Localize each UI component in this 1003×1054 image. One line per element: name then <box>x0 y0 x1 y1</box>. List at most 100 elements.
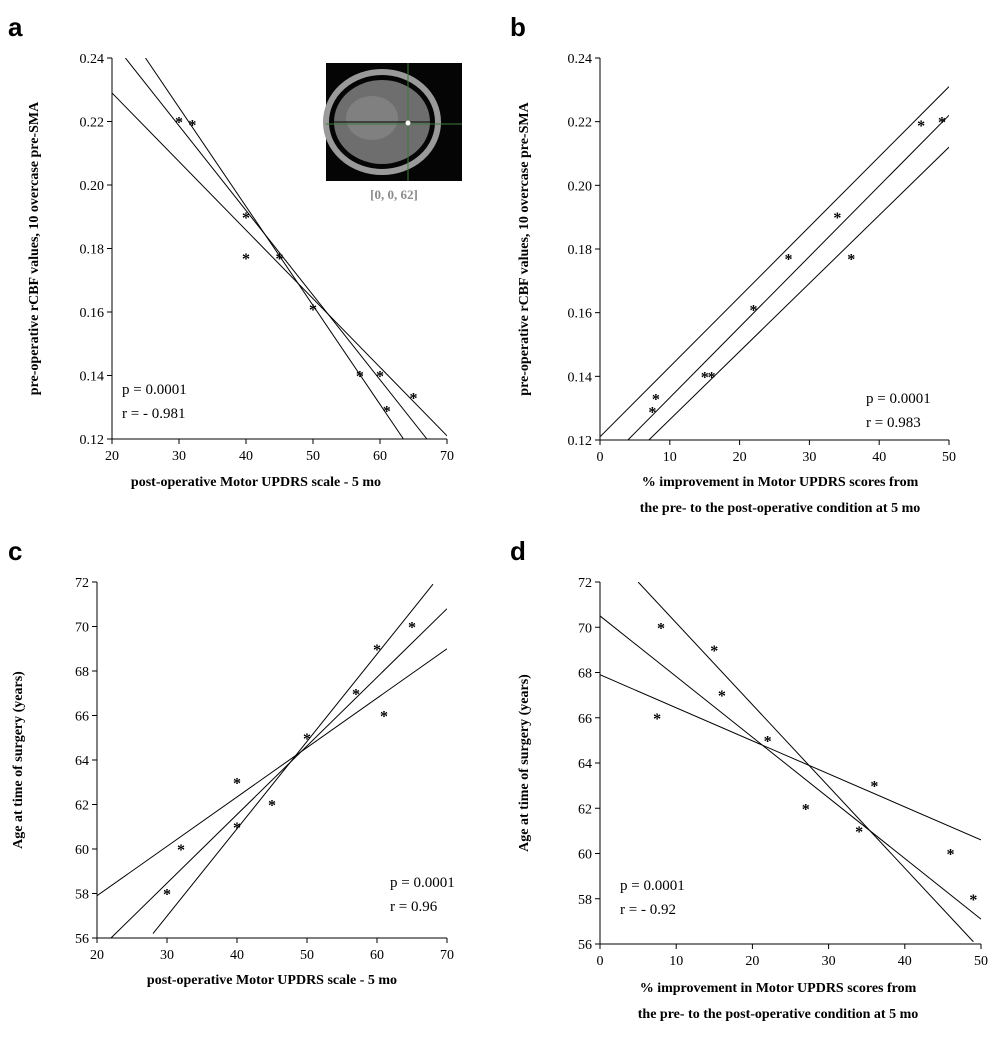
y-tick-label: 56 <box>578 938 592 953</box>
y-tick-label: 0.24 <box>568 52 593 67</box>
x-axis-title: the pre- to the post-operative condition… <box>638 1007 919 1022</box>
p-value-label: p = 0.0001 <box>866 391 931 407</box>
panel-letter: b <box>510 12 526 42</box>
x-tick-label: 50 <box>300 948 314 963</box>
p-value-label: p = 0.0001 <box>390 875 455 891</box>
brain-scan-inset: [0, 0, 62] <box>323 63 462 202</box>
y-tick-label: 0.20 <box>568 179 593 194</box>
data-point: * <box>947 847 955 864</box>
x-tick-label: 30 <box>172 449 186 464</box>
confidence-line <box>152 583 434 934</box>
y-tick-label: 0.12 <box>80 433 105 448</box>
y-tick-label: 0.22 <box>568 116 593 131</box>
x-tick-label: 40 <box>239 449 253 464</box>
x-tick-label: 10 <box>663 450 677 465</box>
data-point: * <box>764 733 772 750</box>
panel-letter: c <box>8 536 22 566</box>
y-tick-label: 0.12 <box>568 434 593 449</box>
data-point: * <box>917 118 925 135</box>
r-value-label: r = 0.983 <box>866 415 921 431</box>
y-tick-label: 66 <box>75 710 89 725</box>
y-tick-label: 0.18 <box>568 243 593 258</box>
y-tick-label: 66 <box>578 712 592 727</box>
p-value-label: p = 0.0001 <box>122 382 187 398</box>
x-tick-label: 70 <box>440 449 454 464</box>
data-point: * <box>233 775 241 792</box>
data-point: * <box>352 686 360 703</box>
x-tick-label: 40 <box>898 954 912 969</box>
y-axis-title: Age at time of surgery (years) <box>11 671 26 849</box>
data-point: * <box>701 369 709 386</box>
x-tick-label: 0 <box>597 954 604 969</box>
y-tick-label: 0.18 <box>80 243 105 258</box>
y-tick-label: 60 <box>75 843 89 858</box>
y-tick-label: 0.24 <box>80 52 105 67</box>
data-point: * <box>410 391 418 408</box>
x-tick-label: 60 <box>373 449 387 464</box>
y-tick-label: 58 <box>578 893 592 908</box>
data-point: * <box>408 620 416 637</box>
x-tick-label: 70 <box>440 948 454 963</box>
data-point: * <box>784 252 792 269</box>
x-tick-label: 30 <box>160 948 174 963</box>
y-axis-title: Age at time of surgery (years) <box>517 674 532 852</box>
confidence-line <box>112 92 447 437</box>
data-point: * <box>855 824 863 841</box>
y-tick-label: 70 <box>578 621 592 636</box>
y-tick-label: 0.16 <box>80 306 105 321</box>
confidence-line <box>600 674 981 841</box>
x-tick-label: 20 <box>733 450 747 465</box>
y-tick-label: 64 <box>578 757 592 772</box>
x-tick-label: 30 <box>822 954 836 969</box>
data-point: * <box>175 115 183 132</box>
panel-letter: a <box>8 12 23 42</box>
data-point: * <box>177 842 185 859</box>
y-tick-label: 68 <box>75 665 89 680</box>
data-point: * <box>303 731 311 748</box>
chart-panel-c: c 56 58 60 62 64 66 68 70 72 20 30 40 50 60 70 * * * * * * * * *… <box>8 536 455 988</box>
x-tick-label: 50 <box>974 954 988 969</box>
y-tick-label: 62 <box>578 802 592 817</box>
y-axis-title: pre-operative rCBF values, 10 overcase p… <box>27 101 42 395</box>
data-point: * <box>718 688 726 705</box>
y-tick-label: 62 <box>75 799 89 814</box>
data-point: * <box>376 369 384 386</box>
x-axis-title: the pre- to the post-operative condition… <box>640 501 921 516</box>
y-tick-label: 72 <box>75 576 89 591</box>
x-axis-title: post-operative Motor UPDRS scale - 5 mo <box>131 475 381 490</box>
data-point: * <box>708 369 716 386</box>
y-tick-label: 0.16 <box>568 307 593 322</box>
y-tick-label: 0.20 <box>80 179 105 194</box>
regression-line <box>110 608 447 938</box>
x-tick-label: 20 <box>90 948 104 963</box>
data-point: * <box>188 118 196 135</box>
data-point: * <box>268 798 276 815</box>
confidence-line <box>637 582 974 943</box>
data-point: * <box>802 801 810 818</box>
chart-panel-a: a 0.12 0.14 0.16 0.18 0.20 0.22 0.24 20 30 40 50 60 7… <box>8 12 462 490</box>
x-tick-label: 50 <box>306 449 320 464</box>
x-axis-title: % improvement in Motor UPDRS scores from <box>642 475 919 490</box>
data-point: * <box>380 709 388 726</box>
skull-outline <box>323 69 441 175</box>
regression-line <box>125 58 428 439</box>
y-tick-label: 58 <box>75 888 89 903</box>
y-tick-label: 68 <box>578 667 592 682</box>
y-tick-label: 64 <box>75 754 89 769</box>
y-tick-label: 0.22 <box>80 116 105 131</box>
data-point: * <box>969 892 977 909</box>
data-point: * <box>847 252 855 269</box>
x-axis-title: % improvement in Motor UPDRS scores from <box>640 981 917 996</box>
data-point: * <box>356 369 364 386</box>
x-tick-label: 30 <box>802 450 816 465</box>
x-tick-label: 60 <box>370 948 384 963</box>
chart-panel-d: d 56 58 60 62 64 66 68 70 72 0 10 20 30 40 50 * * * * * * * * * *… <box>510 536 988 1022</box>
data-point: * <box>710 643 718 660</box>
y-tick-label: 72 <box>578 576 592 591</box>
data-point: * <box>309 302 317 319</box>
x-tick-label: 20 <box>105 449 119 464</box>
y-tick-label: 60 <box>578 848 592 863</box>
chart-panel-b: b 0.12 0.14 0.16 0.18 0.20 0.22 0.24 0 10 20 30 40 50… <box>510 12 956 516</box>
inset-caption: [0, 0, 62] <box>370 187 418 202</box>
r-value-label: r = - 0.981 <box>122 406 185 422</box>
